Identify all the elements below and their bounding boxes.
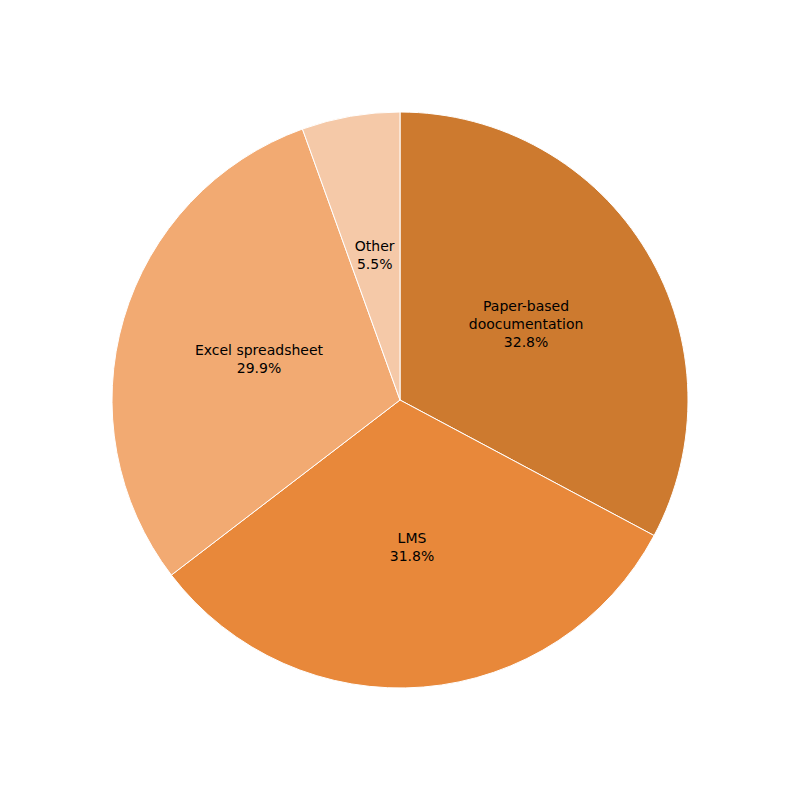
svg-text:31.8%: 31.8% [390, 548, 434, 564]
svg-text:LMS: LMS [398, 530, 427, 546]
svg-text:doocumentation: doocumentation [469, 316, 584, 332]
svg-text:Other: Other [355, 238, 395, 254]
svg-text:29.9%: 29.9% [237, 360, 281, 376]
svg-text:5.5%: 5.5% [357, 256, 393, 272]
svg-text:32.8%: 32.8% [504, 334, 548, 350]
svg-text:Excel spreadsheet: Excel spreadsheet [195, 342, 324, 358]
svg-text:Paper-based: Paper-based [483, 298, 569, 314]
